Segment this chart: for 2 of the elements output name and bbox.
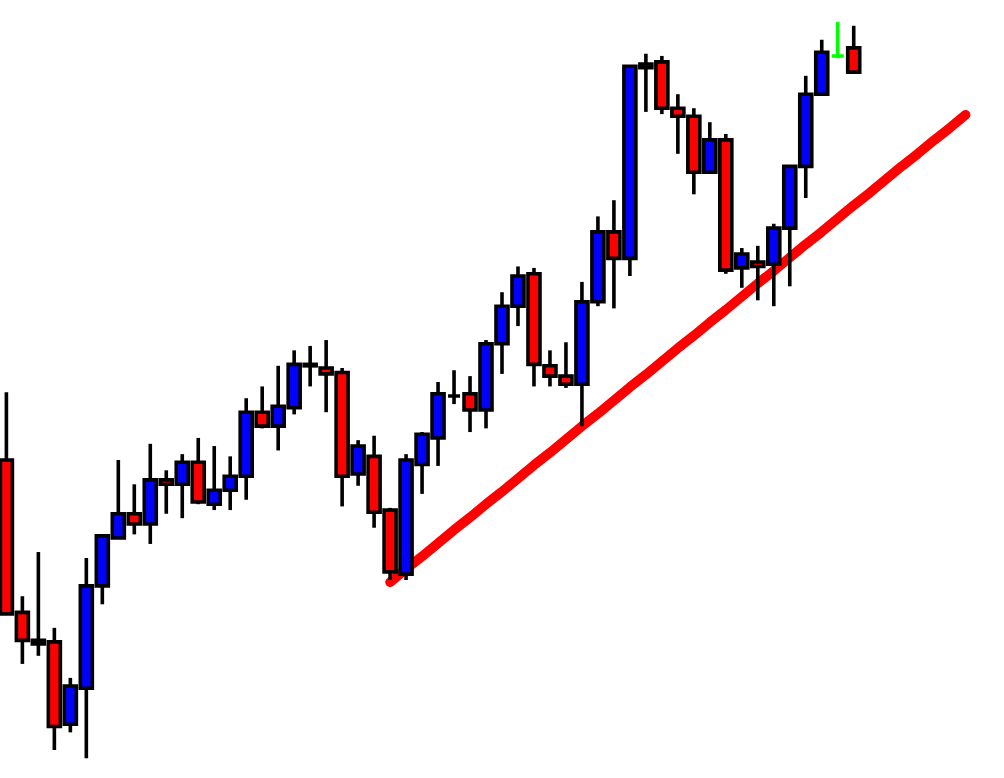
candlestick (829, 20, 846, 60)
candlestick (845, 23, 862, 74)
